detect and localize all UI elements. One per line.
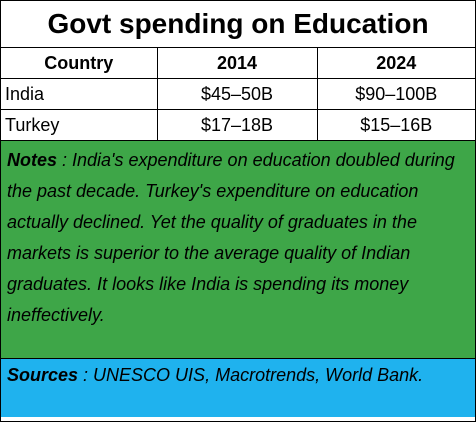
header-cell: Country: [1, 48, 158, 79]
notes-text: : India's expenditure on education doubl…: [7, 150, 455, 325]
notes: Notes : India's expenditure on education…: [1, 141, 475, 359]
cell: $17–18B: [156, 109, 318, 141]
cell: $45–50B: [156, 78, 318, 110]
row: Turkey $17–18B $15–16B: [1, 109, 475, 141]
table: Country 2014 2024 India $45–50B $90–100B…: [1, 48, 475, 141]
header-cell: 2024: [316, 48, 475, 79]
header-cell: 2014: [156, 48, 318, 79]
header-row: Country 2014 2024: [1, 48, 475, 79]
cell: India: [1, 78, 158, 110]
sources: Sources : UNESCO UIS, Macrotrends, World…: [1, 359, 475, 417]
title: Govt spending on Education: [1, 1, 475, 48]
cell: $15–16B: [316, 109, 475, 141]
cell: Turkey: [1, 109, 158, 141]
notes-label: Notes: [7, 150, 58, 170]
cell: $90–100B: [316, 78, 475, 110]
sources-text: : UNESCO UIS, Macrotrends, World Bank.: [78, 365, 424, 385]
row: India $45–50B $90–100B: [1, 78, 475, 110]
sources-label: Sources: [7, 365, 79, 385]
